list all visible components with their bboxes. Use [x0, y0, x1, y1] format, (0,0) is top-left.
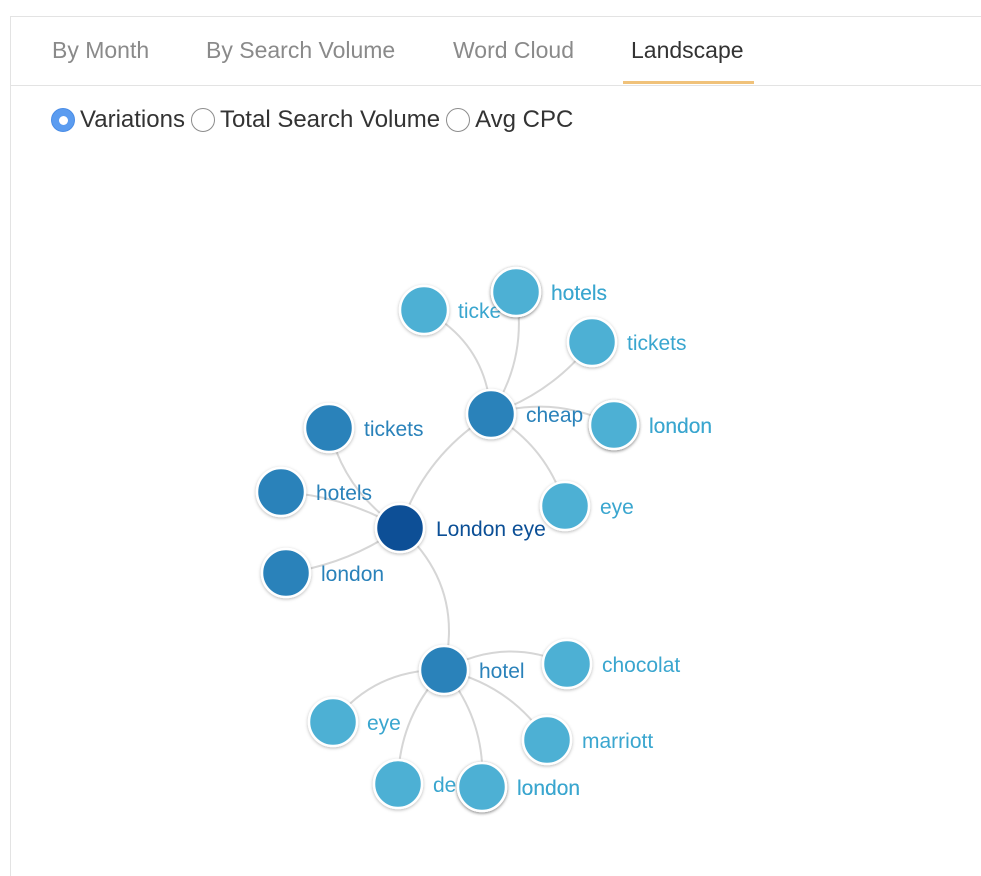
graph-node-hotel-eye[interactable]: [307, 696, 359, 748]
radio-variations-label: Variations: [80, 106, 185, 133]
graph-node-hotel-marriott[interactable]: [521, 714, 573, 766]
graph-label-cheap-eye: eye: [600, 496, 634, 519]
graph-label-cheap-hotels: hotels: [551, 282, 607, 305]
tab-landscape[interactable]: Landscape: [623, 17, 754, 84]
graph-label-cheap-london: london: [649, 415, 712, 438]
graph-label-hotel: hotel: [479, 660, 525, 683]
graph-label-cheap-london: london: [649, 415, 712, 438]
graph-label-hotel-eye: eye: [367, 712, 401, 735]
radio-total-search-volume-label: Total Search Volume: [219, 106, 441, 133]
graph-node-hotels-l1[interactable]: [255, 466, 307, 518]
active-tab-underline: [623, 81, 754, 84]
tab-by-search-volume[interactable]: By Search Volume: [206, 37, 396, 63]
graph-label-hotels-l1: hotels: [316, 482, 372, 505]
radio-checked-icon[interactable]: [51, 108, 75, 132]
graph-labels: London eye cheap hotel tickets hotels london t…: [316, 282, 712, 800]
graph-label-hotel-london: london: [517, 777, 580, 800]
graph-node-cheap-eye[interactable]: [539, 480, 591, 532]
graph-label-hotel-chocolat: chocolat: [602, 654, 680, 677]
graph-label-cheap-hotels: hotels: [551, 282, 607, 305]
tab-by-month[interactable]: By Month: [52, 37, 150, 63]
radio-unchecked-icon[interactable]: [190, 108, 215, 132]
radio-avg-cpc[interactable]: Avg CPC: [446, 106, 573, 134]
radio-variations[interactable]: Variations: [51, 106, 185, 134]
graph-node-overlay-cheap-hotels[interactable]: [490, 266, 542, 318]
graph-label-hotel-de: de: [433, 774, 456, 797]
graph-node-root[interactable]: [374, 502, 426, 554]
graph-node-hotel[interactable]: [418, 644, 470, 696]
graph-node-cheap-tickets[interactable]: [566, 316, 618, 368]
graph-node-cheap-ticke[interactable]: [398, 284, 450, 336]
graph-node-cheap[interactable]: [465, 388, 517, 440]
graph-node-tickets-l1[interactable]: [303, 402, 355, 454]
tab-landscape-label: Landscape: [631, 37, 744, 63]
landscape-panel: By Month By Search Volume Word Cloud Lan…: [10, 16, 981, 876]
graph-node-overlay-cheap-london[interactable]: [588, 399, 640, 451]
keyword-landscape-graph: London eye cheap hotel tickets hotels london t…: [255, 266, 712, 813]
graph-label-hotel-london: london: [517, 777, 580, 800]
graph-node-hotel-de[interactable]: [372, 758, 424, 810]
radio-unchecked-icon[interactable]: [446, 108, 471, 132]
graph-label-tickets-l1: tickets: [364, 418, 424, 441]
graph-node-hotel-chocolat[interactable]: [541, 638, 593, 690]
graph-node-london-l1[interactable]: [260, 547, 312, 599]
graph-label-root: London eye: [436, 518, 546, 541]
tab-word-cloud[interactable]: Word Cloud: [453, 37, 575, 63]
graph-label-cheap: cheap: [526, 404, 583, 427]
graph-node-overlay-hotel-london[interactable]: [456, 761, 508, 813]
radio-total-search-volume[interactable]: Total Search Volume: [190, 106, 441, 134]
radio-avg-cpc-label: Avg CPC: [475, 106, 574, 133]
graph-label-london-l1: london: [321, 563, 384, 586]
graph-label-cheap-tickets: tickets: [627, 332, 687, 355]
graph-label-hotel-marriott: marriott: [582, 730, 653, 753]
metric-radio-group: Variations Total Search Volume Avg CPC: [51, 102, 579, 138]
tab-bar: By Month By Search Volume Word Cloud Lan…: [11, 17, 981, 86]
graph-label-cheap-ticke: ticke: [458, 300, 501, 323]
